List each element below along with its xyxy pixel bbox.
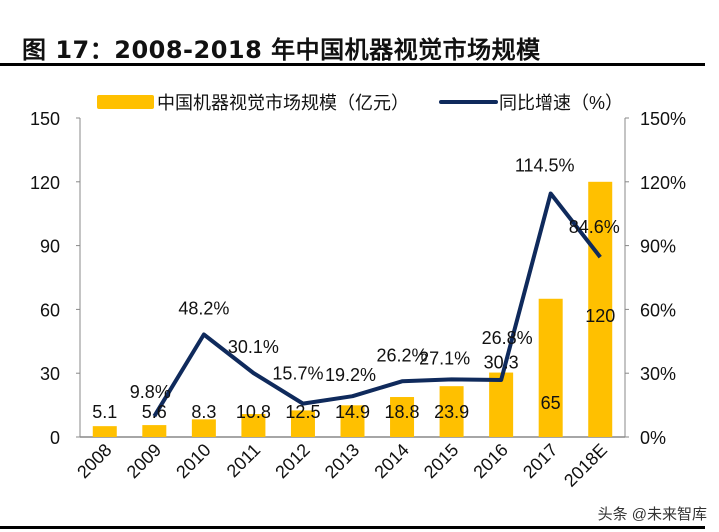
- bar-value-label: 8.3: [191, 402, 216, 422]
- growth-value-label: 114.5%: [515, 155, 575, 175]
- right-tick-label: 30%: [640, 364, 676, 384]
- legend-line-label: 同比增速（%）: [499, 93, 623, 113]
- bar-value-label: 18.8: [385, 402, 420, 422]
- x-tick-label: 2010: [172, 440, 214, 482]
- x-tick-label: 2017: [519, 440, 561, 482]
- bar: [439, 386, 464, 437]
- right-tick-label: 0%: [640, 428, 666, 448]
- bar: [92, 426, 117, 437]
- left-tick-label: 150: [30, 109, 60, 129]
- bar-value-label: 30.3: [484, 353, 519, 373]
- growth-value-label: 48.2%: [178, 298, 229, 318]
- growth-value-label: 15.7%: [272, 364, 323, 384]
- bar-value-label: 5.6: [142, 402, 167, 422]
- x-tick-label: 2014: [370, 440, 412, 482]
- watermark: 头条 @未来智库: [597, 506, 707, 523]
- title-rule: [0, 63, 705, 66]
- growth-value-label: 27.1%: [419, 348, 470, 368]
- bar-value-label: 65: [541, 393, 561, 413]
- bar-value-label: 14.9: [335, 402, 370, 422]
- x-tick-label: 2013: [321, 440, 363, 482]
- bar-value-label: 10.8: [236, 402, 271, 422]
- figure-title: 图 17：2008-2018 年中国机器视觉市场规模: [22, 36, 541, 64]
- bar: [489, 372, 514, 437]
- growth-value-label: 26.8%: [482, 328, 533, 348]
- bar: [290, 410, 315, 437]
- bar: [390, 397, 415, 437]
- growth-value-label: 30.1%: [228, 337, 279, 357]
- x-tick-label: 2011: [223, 440, 265, 482]
- legend-bar-swatch: [97, 95, 154, 109]
- growth-value-label: 9.8%: [130, 382, 171, 402]
- x-tick-label: 2012: [271, 440, 313, 482]
- growth-value-label: 84.6%: [569, 217, 620, 237]
- right-tick-label: 120%: [640, 173, 686, 193]
- x-tick-label: 2018E: [560, 440, 611, 491]
- x-tick-label: 2015: [420, 440, 462, 482]
- bottom-rule: [0, 526, 705, 529]
- bar-value-label: 23.9: [434, 402, 469, 422]
- right-tick-label: 60%: [640, 300, 676, 320]
- x-tick-label: 2016: [470, 440, 512, 482]
- growth-value-label: 19.2%: [325, 365, 376, 385]
- bar: [538, 298, 563, 437]
- legend-bar-label: 中国机器视觉市场规模（亿元）: [157, 93, 409, 113]
- left-tick-label: 60: [40, 300, 60, 320]
- growth-line: [152, 191, 602, 418]
- left-tick-label: 90: [40, 237, 60, 257]
- right-tick-label: 90%: [640, 237, 676, 257]
- bar-value-label: 12.5: [285, 402, 320, 422]
- left-tick-label: 30: [40, 364, 60, 384]
- bar: [191, 419, 216, 437]
- bar: [340, 405, 365, 437]
- x-tick-label: 2008: [73, 440, 115, 482]
- growth-value-label: 26.2%: [377, 345, 428, 365]
- bar: [588, 181, 613, 437]
- right-tick-label: 150%: [640, 109, 686, 129]
- bar-value-label: 5.1: [92, 402, 117, 422]
- bar: [142, 425, 167, 437]
- left-tick-label: 120: [30, 173, 60, 193]
- left-tick-label: 0: [50, 428, 60, 448]
- x-tick-label: 2009: [123, 440, 165, 482]
- bar: [241, 414, 266, 437]
- bar-value-label: 120: [585, 306, 615, 326]
